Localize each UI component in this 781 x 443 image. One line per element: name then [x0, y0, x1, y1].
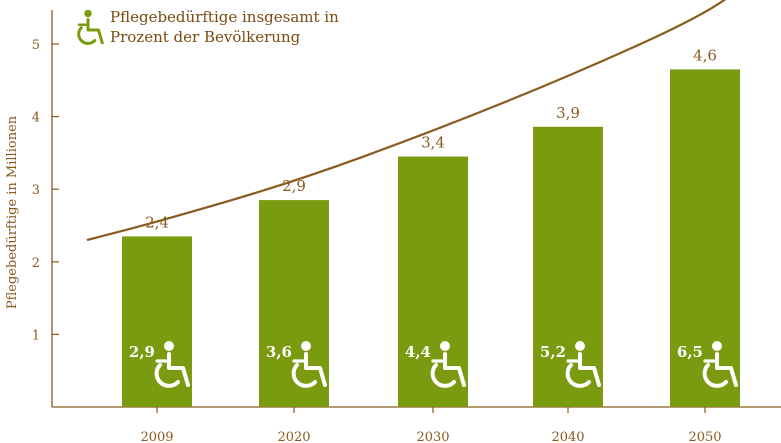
wheelchair-body	[86, 18, 104, 45]
wheelchair-icon	[430, 341, 466, 388]
bar-percent-label: 3,6	[266, 343, 292, 361]
wheelchair-wheel	[430, 363, 456, 388]
wheelchair-head	[164, 341, 174, 351]
wheelchair-icon	[565, 341, 601, 388]
wheelchair-icon	[77, 9, 104, 45]
wheelchair-wheel	[291, 363, 317, 388]
bar-percent-label: 2,9	[129, 343, 155, 361]
bar-group: 3,9 2040 5,2	[533, 104, 603, 443]
wheelchair-body	[443, 352, 466, 387]
wheelchair-wheel	[565, 363, 591, 388]
bar	[533, 126, 603, 407]
x-tick-label: 2050	[688, 430, 721, 443]
bar-group: 4,6 2050 6,5	[670, 46, 740, 443]
y-tick-label: 4	[32, 111, 40, 126]
wheelchair-head	[712, 341, 722, 351]
x-tick-label: 2009	[140, 430, 173, 443]
trend-line-layer	[86, 0, 727, 242]
wheelchair-icon	[154, 341, 190, 388]
wheelchair-head	[440, 341, 450, 351]
bar-percent-label: 6,5	[677, 343, 703, 361]
bar	[670, 69, 740, 407]
bar-value-label: 3,4	[421, 134, 445, 152]
wheelchair-head	[84, 9, 92, 18]
wheelchair-head	[575, 341, 585, 351]
y-tick-label: 5	[32, 38, 40, 53]
y-axis-label: Pflegebedürftige in Millionen	[5, 115, 20, 309]
wheelchair-body	[578, 352, 601, 387]
x-tick-label: 2020	[277, 430, 310, 443]
bar-value-label: 3,9	[556, 104, 580, 122]
y-tick-label: 3	[32, 183, 40, 198]
bars: 2,420092,92,920203,63,420304,43,920405,2…	[122, 46, 740, 443]
bar-group: 3,4 2030 4,4	[398, 134, 468, 443]
wheelchair-body	[304, 352, 327, 387]
legend-line-1: Pflegebedürftige insgesamt in	[110, 8, 339, 26]
bar	[398, 156, 468, 407]
wheelchair-wheel	[154, 363, 180, 388]
x-tick-label: 2030	[416, 430, 449, 443]
bar-percent-label: 4,4	[405, 343, 431, 361]
wheelchair-icon	[291, 341, 327, 388]
y-tick-label: 1	[32, 328, 40, 343]
wheelchair-head	[301, 341, 311, 351]
legend-line-2: Prozent der Bevölkerung	[110, 28, 301, 46]
trend-line	[86, 0, 727, 242]
legend: Pflegebedürftige insgesamt in Prozent der…	[77, 8, 339, 46]
x-tick-label: 2040	[551, 430, 584, 443]
wheelchair-body	[167, 352, 190, 387]
wheelchair-wheel	[77, 26, 97, 45]
bar-percent-label: 5,2	[540, 343, 566, 361]
axes: 1 2 3 4 5 Pflegebedürftige in Millionen	[5, 10, 781, 408]
wheelchair-icon	[702, 341, 738, 388]
bar-value-label: 4,6	[693, 46, 717, 64]
wheelchair-wheel	[702, 363, 728, 388]
wheelchair-body	[715, 352, 738, 387]
y-tick-label: 2	[32, 256, 40, 271]
